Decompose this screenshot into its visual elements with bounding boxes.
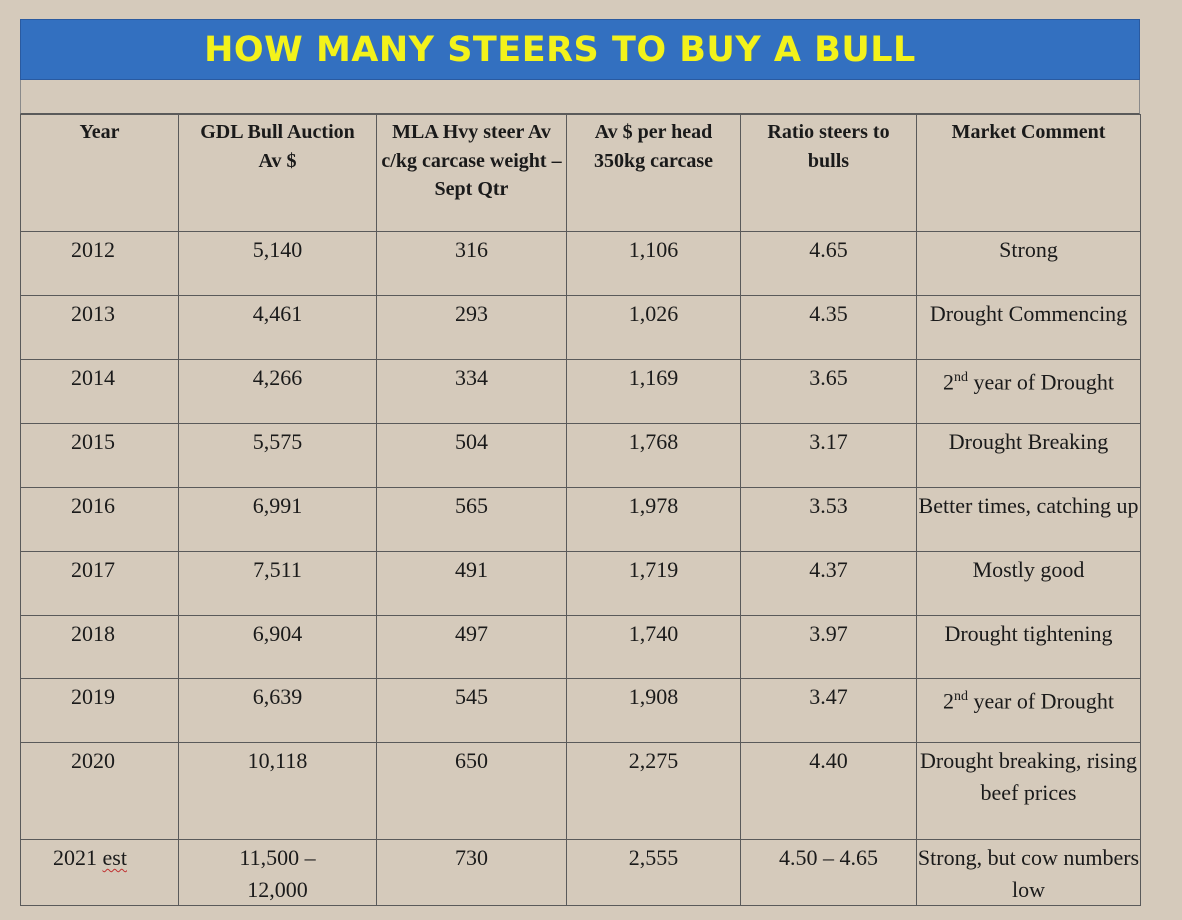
cell-ratio: 4.37	[740, 551, 917, 616]
col-header-comment: Market Comment	[916, 114, 1141, 232]
table-row: 2021 est 11,500 – 12,000 730 2,555 4.50 …	[20, 839, 1141, 906]
cell-bull-avg: 6,904	[178, 615, 377, 679]
cell-per-head: 1,106	[566, 231, 741, 296]
comment-ordinal-suffix: nd	[953, 370, 968, 385]
cell-per-head: 2,555	[566, 839, 741, 906]
cell-per-head: 1,719	[566, 551, 741, 616]
cell-steer-ckg: 650	[376, 742, 567, 840]
cell-year: 2016	[20, 487, 179, 552]
table-row: 2013 4,461 293 1,026 4.35 Drought Commen…	[20, 295, 1141, 360]
cell-ratio: 4.50 – 4.65	[740, 839, 917, 906]
col-header-steer-ckg: MLA Hvy steer Av c/kg carcase weight – S…	[376, 114, 567, 232]
col-header-ratio: Ratio steers to bulls	[740, 114, 917, 232]
cell-comment: Drought Breaking	[916, 423, 1141, 488]
cell-year: 2013	[20, 295, 179, 360]
table-row: 2018 6,904 497 1,740 3.97 Drought tighte…	[20, 615, 1141, 679]
cell-ratio: 3.17	[740, 423, 917, 488]
cell-steer-ckg: 504	[376, 423, 567, 488]
table-row: 2014 4,266 334 1,169 3.65 2nd year of Dr…	[20, 359, 1141, 424]
cell-comment: Drought tightening	[916, 615, 1141, 679]
cell-year: 2017	[20, 551, 179, 616]
cell-year: 2020	[20, 742, 179, 840]
cell-per-head: 1,978	[566, 487, 741, 552]
comment-text: year of Drought	[967, 369, 1114, 395]
cell-year: 2012	[20, 231, 179, 296]
table-row: 2020 10,118 650 2,275 4.40 Drought break…	[20, 742, 1141, 840]
cell-ratio: 3.65	[740, 359, 917, 424]
steers-bull-table: Year GDL Bull Auction Av $ MLA Hvy steer…	[20, 114, 1141, 906]
cell-steer-ckg: 334	[376, 359, 567, 424]
cell-bull-avg: 4,266	[178, 359, 377, 424]
table-title: HOW MANY STEERS TO BUY A BULL	[204, 29, 916, 70]
table-row: 2016 6,991 565 1,978 3.53 Better times, …	[20, 487, 1141, 552]
year-label: 2021	[53, 845, 103, 870]
cell-year: 2021 est	[20, 839, 179, 906]
col-header-bull-avg: GDL Bull Auction Av $	[178, 114, 377, 232]
cell-steer-ckg: 730	[376, 839, 567, 906]
cell-steer-ckg: 491	[376, 551, 567, 616]
cell-comment: 2nd year of Drought	[916, 678, 1141, 743]
cell-ratio: 3.97	[740, 615, 917, 679]
cell-steer-ckg: 293	[376, 295, 567, 360]
table-row: 2015 5,575 504 1,768 3.17 Drought Breaki…	[20, 423, 1141, 488]
cell-per-head: 1,768	[566, 423, 741, 488]
comment-text: year of Drought	[967, 688, 1114, 714]
cell-per-head: 2,275	[566, 742, 741, 840]
cell-bull-avg: 6,991	[178, 487, 377, 552]
cell-comment: Mostly good	[916, 551, 1141, 616]
cell-bull-avg: 4,461	[178, 295, 377, 360]
cell-comment: Strong	[916, 231, 1141, 296]
comment-ordinal: 2	[942, 369, 954, 395]
cell-per-head: 1,026	[566, 295, 741, 360]
comment-ordinal-suffix: nd	[953, 689, 968, 704]
cell-steer-ckg: 316	[376, 231, 567, 296]
cell-comment: Better times, catching up	[916, 487, 1141, 552]
cell-comment: Drought Commencing	[916, 295, 1141, 360]
cell-bull-avg: 11,500 – 12,000	[178, 839, 377, 906]
cell-per-head: 1,740	[566, 615, 741, 679]
cell-year: 2018	[20, 615, 179, 679]
header-row: Year GDL Bull Auction Av $ MLA Hvy steer…	[20, 114, 1141, 232]
cell-steer-ckg: 545	[376, 678, 567, 743]
cell-comment: Drought breaking, rising beef prices	[916, 742, 1141, 840]
cell-per-head: 1,169	[566, 359, 741, 424]
cell-ratio: 3.53	[740, 487, 917, 552]
table-row: 2017 7,511 491 1,719 4.37 Mostly good	[20, 551, 1141, 616]
cell-bull-avg: 10,118	[178, 742, 377, 840]
cell-year: 2014	[20, 359, 179, 424]
cell-bull-avg: 7,511	[178, 551, 377, 616]
comment-ordinal: 2	[942, 688, 954, 714]
cell-ratio: 4.35	[740, 295, 917, 360]
cell-ratio: 3.47	[740, 678, 917, 743]
cell-year: 2019	[20, 678, 179, 743]
cell-bull-avg: 5,575	[178, 423, 377, 488]
cell-ratio: 4.65	[740, 231, 917, 296]
col-header-year: Year	[20, 114, 179, 232]
cell-steer-ckg: 497	[376, 615, 567, 679]
cell-year: 2015	[20, 423, 179, 488]
cell-per-head: 1,908	[566, 678, 741, 743]
title-bar: HOW MANY STEERS TO BUY A BULL	[20, 19, 1140, 80]
spacer-row	[20, 80, 1140, 114]
table-row: 2012 5,140 316 1,106 4.65 Strong	[20, 231, 1141, 296]
cell-comment: 2nd year of Drought	[916, 359, 1141, 424]
cell-bull-avg: 5,140	[178, 231, 377, 296]
cell-ratio: 4.40	[740, 742, 917, 840]
table-row: 2019 6,639 545 1,908 3.47 2nd year of Dr…	[20, 678, 1141, 743]
cell-steer-ckg: 565	[376, 487, 567, 552]
year-est-label: est	[102, 845, 127, 870]
cell-comment: Strong, but cow numbers low	[916, 839, 1141, 906]
col-header-per-head: Av $ per head 350kg carcase	[566, 114, 741, 232]
cell-bull-avg: 6,639	[178, 678, 377, 743]
